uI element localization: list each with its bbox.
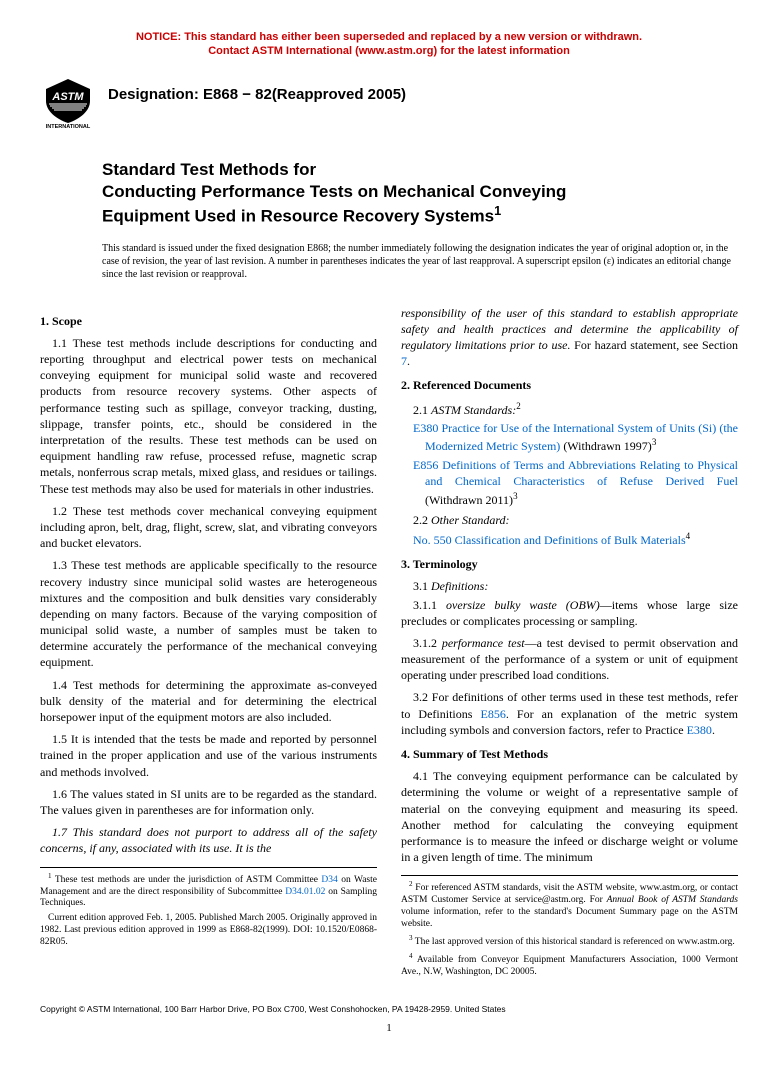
para-1-5: 1.5 It is intended that the tests be mad…: [40, 731, 377, 780]
logo-top-text: ASTM: [51, 91, 84, 103]
section-1-head: 1. Scope: [40, 313, 377, 329]
issue-note: This standard is issued under the fixed …: [102, 242, 738, 281]
title-line1: Standard Test Methods for: [102, 160, 316, 179]
sub-3-1: 3.1 Definitions:: [401, 578, 738, 594]
footnote-3: 3 The last approved version of this hist…: [401, 934, 738, 949]
para-1-2: 1.2 These test methods cover mechanical …: [40, 503, 377, 552]
footnote-4: 4 Available from Conveyor Equipment Manu…: [401, 952, 738, 979]
para-3-1-2: 3.1.2 performance test—a test devised to…: [401, 635, 738, 684]
link-e856[interactable]: E856 Definitions of Terms and Abbreviati…: [413, 458, 738, 488]
para-4-1: 4.1 The conveying equipment performance …: [401, 768, 738, 865]
section-4-head: 4. Summary of Test Methods: [401, 746, 738, 762]
para-1-7-cont: responsibility of the user of this stand…: [401, 305, 738, 370]
title-sup: 1: [494, 203, 501, 218]
copyright: Copyright © ASTM International, 100 Barr…: [40, 1004, 738, 1015]
astm-logo: ASTM INTERNATIONAL: [40, 77, 96, 133]
left-column: 1. Scope 1.1 These test methods include …: [40, 305, 377, 982]
sub-2-1: 2.1 ASTM Standards:2: [401, 400, 738, 418]
para-1-7: 1.7 This standard does not purport to ad…: [40, 824, 377, 856]
title-line3: Equipment Used in Resource Recovery Syst…: [102, 207, 494, 226]
footnote-1: 1 These test methods are under the juris…: [40, 872, 377, 911]
para-1-7-italic: 1.7 This standard does not purport to ad…: [40, 825, 377, 855]
section-2-head: 2. Referenced Documents: [401, 377, 738, 393]
link-section-7[interactable]: 7: [401, 354, 407, 368]
footnote-1-edition: Current edition approved Feb. 1, 2005. P…: [40, 913, 377, 949]
title-line2: Conducting Performance Tests on Mechanic…: [102, 182, 566, 201]
right-footnotes: 2 For referenced ASTM standards, visit t…: [401, 875, 738, 979]
ref-e380: E380 Practice for Use of the Internation…: [401, 420, 738, 454]
link-e380-2[interactable]: E380: [687, 723, 712, 737]
para-1-3: 1.3 These test methods are applicable sp…: [40, 557, 377, 670]
header: ASTM INTERNATIONAL Designation: E868 − 8…: [40, 77, 738, 133]
ref-e856: E856 Definitions of Terms and Abbreviati…: [401, 457, 738, 508]
notice-line1: NOTICE: This standard has either been su…: [136, 31, 642, 43]
body-columns: 1. Scope 1.1 These test methods include …: [40, 305, 738, 982]
para-3-2: 3.2 For definitions of other terms used …: [401, 689, 738, 738]
left-footnotes: 1 These test methods are under the juris…: [40, 867, 377, 949]
para-1-4: 1.4 Test methods for determining the app…: [40, 677, 377, 726]
right-column: responsibility of the user of this stand…: [401, 305, 738, 982]
document-title: Standard Test Methods for Conducting Per…: [102, 159, 738, 228]
page-number: 1: [40, 1021, 738, 1036]
supersede-notice: NOTICE: This standard has either been su…: [40, 30, 738, 59]
link-e856-2[interactable]: E856: [480, 707, 505, 721]
sub-2-2: 2.2 Other Standard:: [401, 512, 738, 528]
footnote-2: 2 For referenced ASTM standards, visit t…: [401, 880, 738, 931]
logo-bottom-text: INTERNATIONAL: [46, 124, 91, 129]
designation: Designation: E868 − 82(Reapproved 2005): [108, 85, 406, 105]
para-1-6: 1.6 The values stated in SI units are to…: [40, 786, 377, 818]
para-3-1-1: 3.1.1 oversize bulky waste (OBW)—items w…: [401, 597, 738, 629]
link-d34[interactable]: D34: [321, 875, 337, 885]
link-550[interactable]: No. 550 Classification and Definitions o…: [413, 533, 686, 547]
link-d34-01-02[interactable]: D34.01.02: [285, 887, 325, 897]
section-3-head: 3. Terminology: [401, 556, 738, 572]
para-1-1: 1.1 These test methods include descripti…: [40, 335, 377, 497]
notice-line2: Contact ASTM International (www.astm.org…: [208, 45, 570, 57]
ref-550: No. 550 Classification and Definitions o…: [401, 530, 738, 548]
